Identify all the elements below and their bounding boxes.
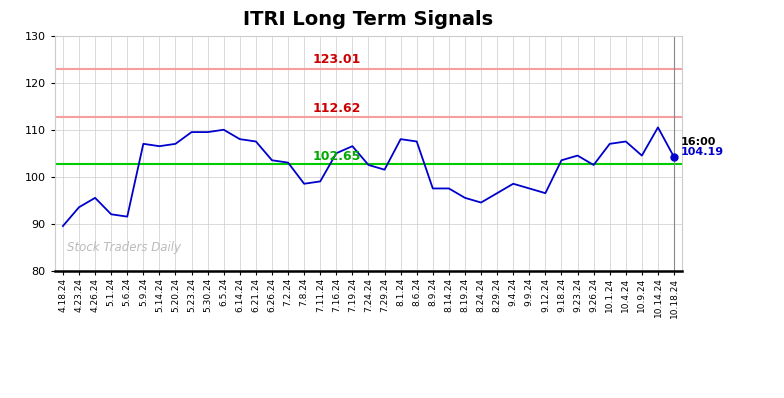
Title: ITRI Long Term Signals: ITRI Long Term Signals — [243, 10, 494, 29]
Text: 104.19: 104.19 — [681, 147, 724, 157]
Text: 102.65: 102.65 — [312, 150, 361, 163]
Text: 16:00: 16:00 — [681, 137, 716, 147]
Text: 112.62: 112.62 — [312, 101, 361, 115]
Text: Stock Traders Daily: Stock Traders Daily — [67, 241, 181, 254]
Text: 123.01: 123.01 — [312, 53, 361, 66]
